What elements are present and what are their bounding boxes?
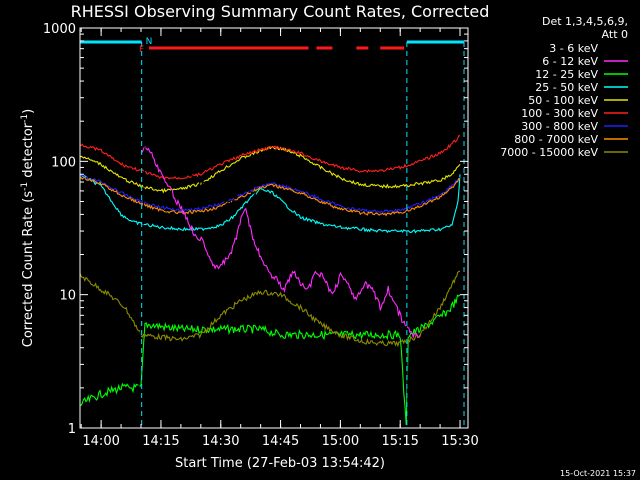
x-tick-label-2: 14:30 [202, 434, 239, 449]
legend-label-7: 800 - 7000 keV [514, 133, 598, 146]
chart-title: RHESSI Observing Summary Count Rates, Co… [71, 2, 490, 21]
x-tick-label-5: 15:15 [381, 434, 418, 449]
plot-frame [79, 27, 469, 429]
legend-header-line2: Att 0 [602, 28, 628, 41]
series-line-1 [140, 144, 421, 339]
legend-label-4: 50 - 100 keV [528, 94, 598, 107]
x-tick-label-0: 14:00 [82, 434, 119, 449]
night-flag-label: N [146, 37, 153, 47]
x-tick-label-3: 14:45 [262, 434, 299, 449]
axes: 1 10 100 1000 14:00 14:15 14:30 14:45 15:00 15:15… [43, 22, 479, 449]
series-line-0 [80, 142, 461, 428]
y-tick-label-1: 10 [59, 289, 76, 304]
y-axis-label-end: ) [21, 109, 36, 114]
y-tick-label-2: 100 [51, 155, 76, 170]
legend-label-1: 6 - 12 keV [542, 55, 598, 68]
y-axis-label-mid: detector [21, 122, 36, 182]
series-group [80, 40, 465, 428]
y-axis-label: Corrected Count Rate (s-1 detector-1) [20, 109, 36, 347]
series-line-4 [80, 145, 461, 194]
y-axis-label-main: Corrected Count Rate (s [21, 191, 36, 348]
legend-header-line1: Det 1,3,4,5,6,9, [542, 15, 628, 28]
x-tick-label-1: 14:15 [142, 434, 179, 449]
legend-label-0: 3 - 6 keV [549, 42, 598, 55]
legend-label-2: 12 - 25 keV [535, 68, 598, 81]
flare-flag-label: F [139, 45, 144, 55]
plot-area: NF [80, 37, 465, 428]
y-tick-label-3: 1000 [43, 22, 76, 37]
x-axis-label: Start Time (27-Feb-03 13:54:42) [175, 456, 385, 471]
legend-label-3: 25 - 50 keV [535, 81, 598, 94]
series-line-2 [80, 294, 461, 426]
series-line-5 [80, 134, 461, 181]
x-tick-label-6: 15:30 [441, 434, 478, 449]
y-tick-label-0: 1 [68, 422, 76, 437]
x-tick-label-4: 15:00 [322, 434, 359, 449]
legend-label-6: 300 - 800 keV [521, 120, 598, 133]
series-line-8 [80, 270, 461, 348]
legend-label-5: 100 - 300 keV [521, 107, 598, 120]
y-axis-label-sup2: -1 [20, 114, 30, 123]
generated-timestamp: 15-Oct-2021 15:37 [560, 469, 636, 478]
legend-label-8: 7000 - 15000 keV [500, 146, 598, 159]
y-axis-label-sup1: -1 [20, 182, 30, 191]
